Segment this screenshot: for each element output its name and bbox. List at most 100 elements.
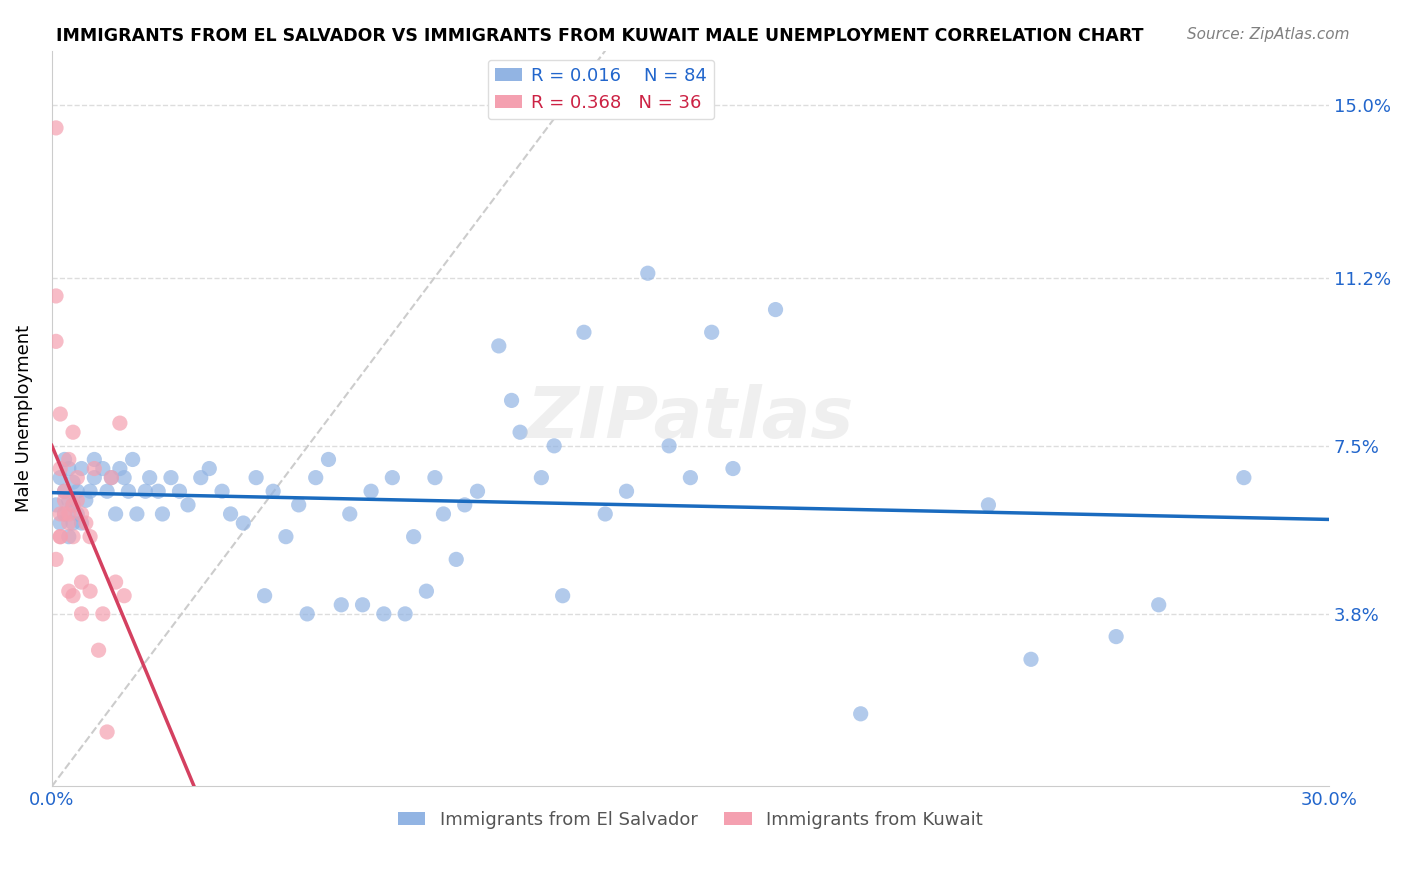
Point [62, 498, 84, 512]
Point [117, 484, 139, 499]
Point [253, 589, 276, 603]
Point [58, 507, 80, 521]
Point [444, 552, 467, 566]
Point [721, 461, 744, 475]
Point [58, 516, 80, 530]
Point [330, 598, 353, 612]
Point [572, 326, 595, 340]
Point [423, 470, 446, 484]
Point [62, 516, 84, 530]
Point [849, 706, 872, 721]
Point [160, 470, 183, 484]
Point [219, 507, 242, 521]
Text: IMMIGRANTS FROM EL SALVADOR VS IMMIGRANTS FROM KUWAIT MALE UNEMPLOYMENT CORRELAT: IMMIGRANTS FROM EL SALVADOR VS IMMIGRANT… [56, 27, 1143, 45]
Point [211, 484, 233, 499]
Point [287, 498, 309, 512]
Point [402, 530, 425, 544]
Point [551, 589, 574, 603]
Point [70, 507, 93, 521]
Point [104, 507, 127, 521]
Point [415, 584, 437, 599]
Point [70, 516, 93, 530]
Point [339, 507, 361, 521]
Point [53, 507, 76, 521]
Point [96, 484, 118, 499]
Point [134, 484, 156, 499]
Point [352, 598, 374, 612]
Point [121, 452, 143, 467]
Point [70, 461, 93, 475]
Point [45, 289, 67, 303]
Point [100, 470, 122, 484]
Point [108, 461, 131, 475]
Point [58, 452, 80, 467]
Point [53, 493, 76, 508]
Point [190, 470, 212, 484]
Point [488, 339, 510, 353]
Point [45, 120, 67, 135]
Point [49, 530, 72, 544]
Point [274, 530, 297, 544]
Point [679, 470, 702, 484]
Point [91, 461, 114, 475]
Point [49, 530, 72, 544]
Point [100, 470, 122, 484]
Point [79, 584, 101, 599]
Point [96, 725, 118, 739]
Point [49, 507, 72, 521]
Point [394, 607, 416, 621]
Point [70, 607, 93, 621]
Point [62, 530, 84, 544]
Point [125, 507, 148, 521]
Point [62, 475, 84, 490]
Point [381, 470, 404, 484]
Point [91, 607, 114, 621]
Point [104, 575, 127, 590]
Point [509, 425, 531, 440]
Point [454, 498, 477, 512]
Point [112, 470, 135, 484]
Point [53, 452, 76, 467]
Point [765, 302, 787, 317]
Point [58, 584, 80, 599]
Point [58, 530, 80, 544]
Point [49, 470, 72, 484]
Point [262, 484, 284, 499]
Point [79, 484, 101, 499]
Point [45, 334, 67, 349]
Point [1105, 630, 1128, 644]
Point [360, 484, 382, 499]
Point [53, 507, 76, 521]
Point [432, 507, 454, 521]
Point [53, 484, 76, 499]
Legend: Immigrants from El Salvador, Immigrants from Kuwait: Immigrants from El Salvador, Immigrants … [391, 804, 990, 837]
Text: Source: ZipAtlas.com: Source: ZipAtlas.com [1187, 27, 1350, 42]
Point [138, 470, 160, 484]
Point [66, 493, 89, 508]
Point [62, 425, 84, 440]
Point [58, 461, 80, 475]
Point [83, 452, 105, 467]
Point [70, 575, 93, 590]
Point [501, 393, 523, 408]
Point [305, 470, 328, 484]
Point [45, 498, 67, 512]
Point [108, 416, 131, 430]
Point [148, 484, 170, 499]
Point [977, 498, 1000, 512]
Point [49, 461, 72, 475]
Point [83, 461, 105, 475]
Point [62, 498, 84, 512]
Point [49, 516, 72, 530]
Point [543, 439, 565, 453]
Point [49, 407, 72, 421]
Point [112, 589, 135, 603]
Point [45, 552, 67, 566]
Point [1019, 652, 1042, 666]
Point [75, 516, 97, 530]
Point [83, 470, 105, 484]
Point [658, 439, 681, 453]
Point [75, 493, 97, 508]
Point [58, 493, 80, 508]
Point [467, 484, 489, 499]
